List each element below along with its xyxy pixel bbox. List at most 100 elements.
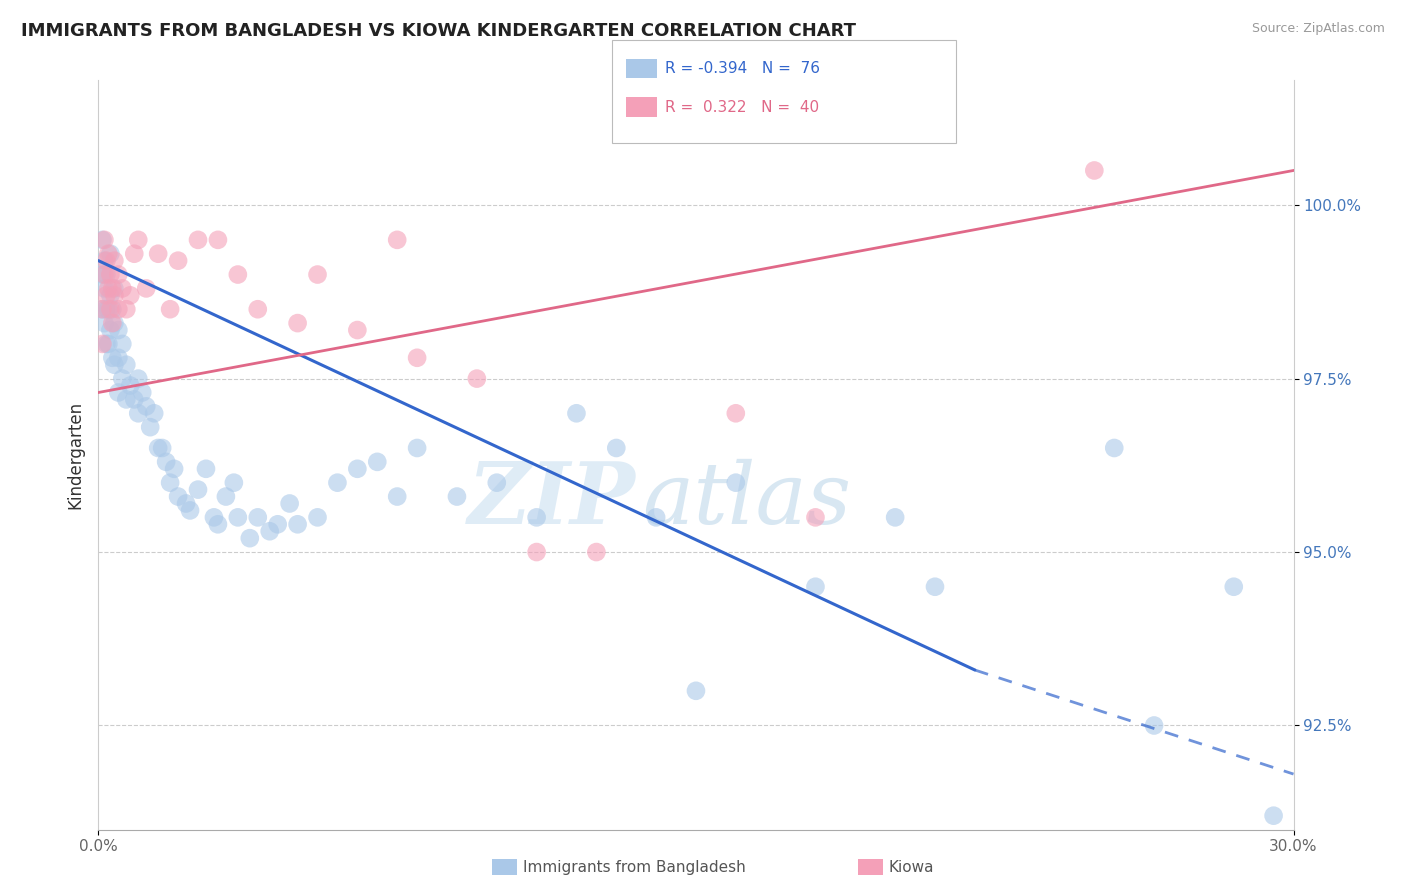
Point [98, 323, 122, 337]
Point [326, 475, 349, 490]
Point [287, 316, 309, 330]
Point [115, 302, 138, 317]
Point [267, 517, 290, 532]
Point [167, 490, 190, 504]
Point [202, 510, 225, 524]
Point [111, 337, 134, 351]
Point [1083, 163, 1105, 178]
Point [239, 531, 262, 545]
Point [150, 441, 173, 455]
Point [406, 441, 429, 455]
Y-axis label: Kindergarten: Kindergarten [66, 401, 84, 509]
Point [96, 253, 118, 268]
Point [605, 441, 627, 455]
Point [565, 406, 588, 420]
Point [645, 510, 668, 524]
Text: IMMIGRANTS FROM BANGLADESH VS KIOWA KINDERGARTEN CORRELATION CHART: IMMIGRANTS FROM BANGLADESH VS KIOWA KIND… [21, 22, 856, 40]
Point [97, 281, 120, 295]
Point [1223, 580, 1246, 594]
Point [96, 337, 118, 351]
Text: R =  0.322   N =  40: R = 0.322 N = 40 [665, 100, 820, 114]
Point [107, 268, 129, 282]
Point [93, 268, 115, 282]
Point [107, 385, 129, 400]
Text: atlas: atlas [643, 458, 851, 541]
Point [96, 268, 118, 282]
Point [124, 246, 146, 260]
Point [526, 545, 548, 559]
Point [127, 233, 149, 247]
Point [135, 281, 157, 295]
Point [139, 420, 162, 434]
Point [1263, 808, 1285, 822]
Point [207, 233, 229, 247]
Point [246, 302, 269, 317]
Point [307, 268, 329, 282]
Point [91, 268, 114, 282]
Point [465, 371, 488, 385]
Point [98, 246, 122, 260]
Point [159, 302, 181, 317]
Point [120, 288, 142, 302]
Point [91, 302, 114, 317]
Point [101, 316, 124, 330]
Point [148, 246, 170, 260]
Point [111, 281, 134, 295]
Point [366, 455, 388, 469]
Point [91, 302, 114, 317]
Point [167, 253, 190, 268]
Point [163, 462, 186, 476]
Point [259, 524, 281, 539]
Point [215, 490, 238, 504]
Point [107, 351, 129, 365]
Point [685, 683, 707, 698]
Text: Kiowa: Kiowa [889, 860, 934, 874]
Point [91, 337, 114, 351]
Point [804, 510, 827, 524]
Point [155, 455, 177, 469]
Point [107, 323, 129, 337]
Point [884, 510, 907, 524]
Point [135, 400, 157, 414]
Point [93, 253, 115, 268]
Point [98, 302, 122, 317]
Point [131, 385, 153, 400]
Point [226, 510, 249, 524]
Point [97, 302, 120, 317]
Point [97, 246, 120, 260]
Point [406, 351, 429, 365]
Point [101, 302, 124, 317]
Point [246, 510, 269, 524]
Point [1143, 718, 1166, 732]
Point [107, 302, 129, 317]
Point [97, 337, 120, 351]
Point [346, 323, 368, 337]
Point [96, 302, 118, 317]
Point [93, 233, 115, 247]
Point [115, 358, 138, 372]
Point [195, 462, 218, 476]
Point [98, 288, 122, 302]
Point [446, 490, 468, 504]
Point [207, 517, 229, 532]
Point [585, 545, 607, 559]
Point [148, 441, 170, 455]
Point [96, 288, 118, 302]
Point [187, 483, 209, 497]
Point [307, 510, 329, 524]
Text: ZIP: ZIP [468, 458, 637, 541]
Point [115, 392, 138, 407]
Point [385, 490, 409, 504]
Point [346, 462, 368, 476]
Point [101, 351, 124, 365]
Point [179, 503, 201, 517]
Point [724, 406, 747, 420]
Point [127, 371, 149, 385]
Point [103, 358, 125, 372]
Point [98, 268, 122, 282]
Point [143, 406, 166, 420]
Point [124, 392, 146, 407]
Point [103, 316, 125, 330]
Point [526, 510, 548, 524]
Point [485, 475, 508, 490]
